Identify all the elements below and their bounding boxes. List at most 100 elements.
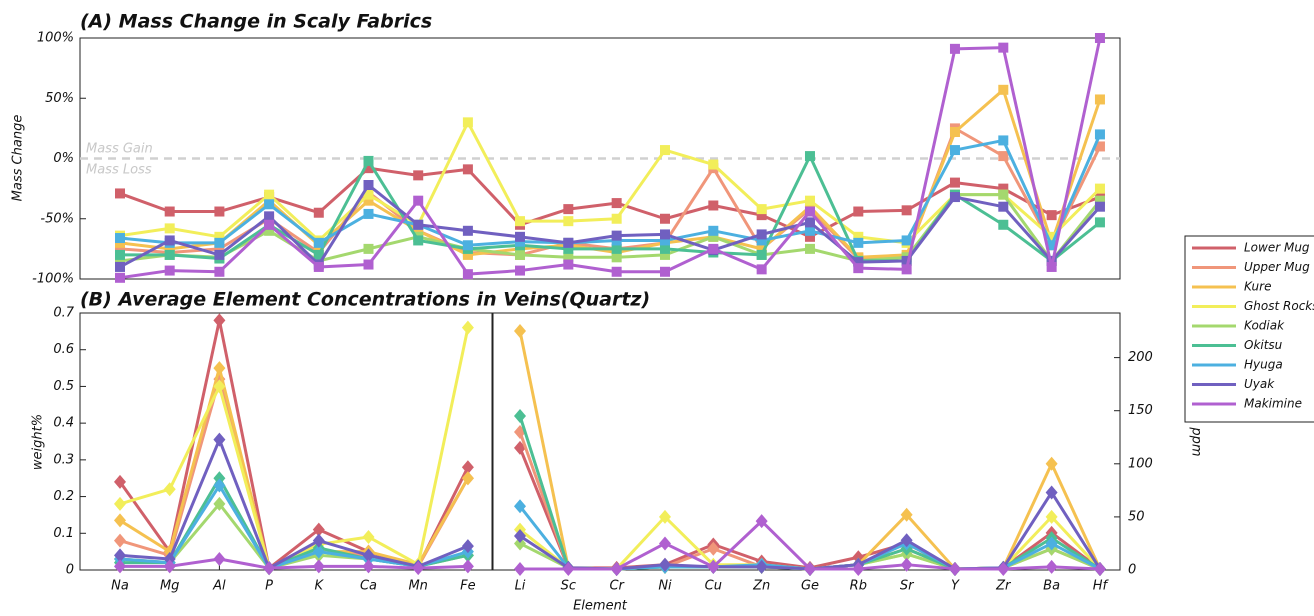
marker — [163, 551, 176, 566]
marker — [563, 204, 574, 215]
marker — [514, 561, 526, 576]
x-tick-label: Fe — [460, 579, 475, 594]
marker — [462, 249, 473, 260]
x-tick-label: Ba — [1043, 579, 1060, 594]
marker — [264, 199, 275, 210]
legend-label: Kodiak — [1244, 319, 1285, 333]
marker — [998, 201, 1009, 212]
marker — [756, 249, 767, 260]
marker — [998, 151, 1009, 162]
marker — [515, 216, 525, 227]
x-tick-label: K — [315, 579, 325, 594]
marker — [363, 180, 374, 191]
legend-label: Hyuga — [1244, 358, 1283, 372]
marker — [213, 478, 226, 493]
marker — [853, 263, 864, 274]
marker — [115, 261, 125, 272]
marker — [313, 237, 324, 248]
marker — [214, 231, 225, 242]
marker — [412, 561, 425, 576]
marker — [610, 561, 623, 576]
marker — [755, 559, 768, 574]
x-tick-label: Na — [111, 579, 129, 594]
marker — [949, 43, 960, 54]
x-tick-label: Zr — [995, 579, 1012, 594]
marker — [114, 513, 126, 528]
x-tick-label: Li — [515, 579, 526, 594]
y-tick-label: 200 — [1128, 350, 1153, 365]
marker — [462, 240, 473, 251]
marker — [611, 266, 622, 277]
marker — [708, 159, 719, 170]
marker — [1046, 261, 1057, 272]
y-tick-label: 100% — [37, 31, 74, 46]
marker — [163, 482, 176, 497]
marker — [659, 266, 670, 277]
panel-a-title: (A) Mass Change in Scaly Fabrics — [80, 11, 432, 33]
x-tick-label: Mn — [408, 579, 427, 594]
marker — [213, 471, 226, 486]
marker — [900, 533, 913, 548]
marker — [563, 237, 574, 248]
marker — [901, 255, 912, 266]
marker — [514, 536, 526, 551]
marker — [461, 320, 474, 335]
marker — [756, 264, 767, 275]
marker — [461, 460, 474, 475]
marker — [115, 188, 125, 199]
marker — [1093, 561, 1106, 576]
marker — [163, 559, 176, 574]
marker — [611, 198, 622, 209]
y-tick-label: 0.3 — [53, 452, 74, 467]
marker — [164, 223, 175, 234]
legend-label: Lower Mug — [1244, 241, 1310, 255]
marker — [658, 509, 671, 524]
marker — [114, 496, 126, 511]
marker — [659, 229, 670, 240]
marker — [901, 235, 912, 246]
marker — [264, 219, 275, 230]
marker — [515, 265, 525, 276]
marker — [515, 231, 525, 242]
marker — [115, 249, 125, 260]
marker — [1045, 536, 1058, 551]
legend-label: Ghost Rocks — [1244, 299, 1314, 313]
marker — [756, 243, 767, 254]
legend-label: Makimine — [1244, 397, 1302, 411]
marker — [413, 219, 424, 230]
marker — [901, 205, 912, 216]
marker — [803, 561, 816, 576]
marker — [998, 219, 1009, 230]
x-tick-label: Rb — [850, 579, 867, 594]
marker — [1046, 210, 1057, 221]
marker — [115, 272, 125, 283]
marker — [313, 261, 324, 272]
marker — [707, 559, 720, 574]
y-tick-label: 0.5 — [53, 379, 74, 394]
y-tick-label: 0.7 — [53, 306, 74, 321]
x-tick-label: Cu — [705, 579, 722, 594]
marker — [312, 522, 325, 537]
marker — [853, 237, 864, 248]
marker — [804, 151, 815, 162]
marker — [413, 195, 424, 206]
marker — [1094, 201, 1105, 212]
y-tick-label: 50 — [1128, 509, 1145, 524]
marker — [1046, 240, 1057, 251]
marker — [462, 164, 473, 175]
marker — [853, 257, 864, 268]
y-tick-label: 0 — [1128, 563, 1136, 578]
marker — [214, 206, 225, 217]
annotation: Mass Gain — [86, 142, 153, 157]
marker — [804, 195, 815, 206]
x-tick-label: Mg — [160, 579, 179, 594]
x-tick-label: Ni — [658, 579, 672, 594]
x-tick-label: Zn — [752, 579, 770, 594]
marker — [756, 235, 767, 246]
marker — [998, 42, 1009, 53]
marker — [115, 243, 125, 254]
marker — [313, 207, 324, 218]
marker — [997, 561, 1010, 576]
marker — [264, 189, 275, 200]
marker — [756, 210, 767, 221]
